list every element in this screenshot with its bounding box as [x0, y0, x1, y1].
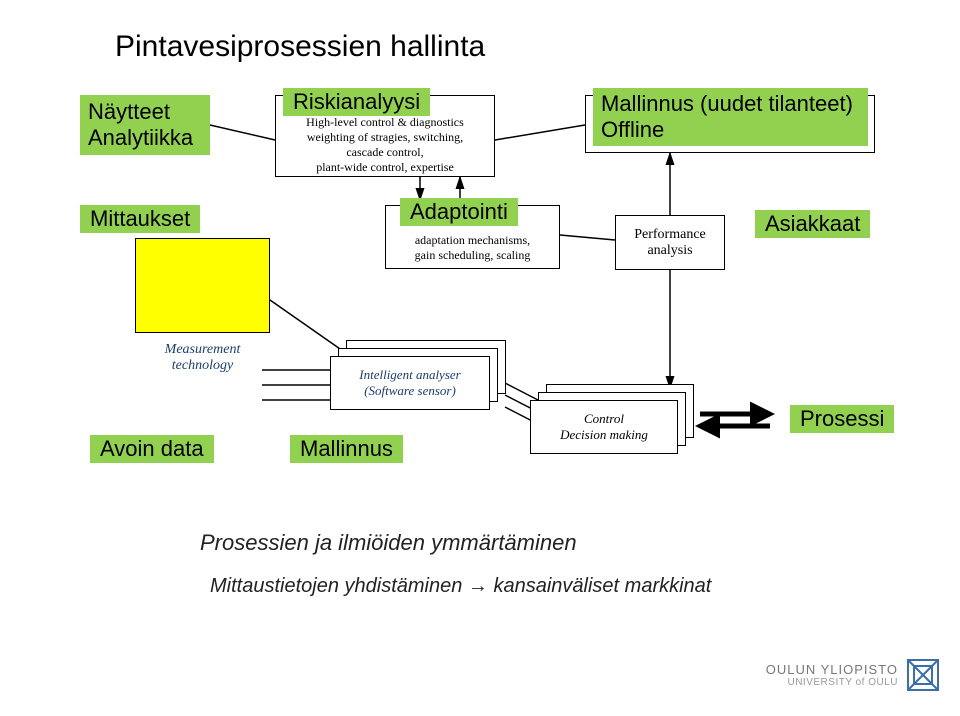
control-l1: Control	[584, 411, 624, 427]
naytteet-l1: Näytteet	[88, 99, 202, 125]
prosessi-label: Prosessi	[800, 406, 884, 432]
avoin-label: Avoin data	[100, 436, 204, 462]
logo-l1: OULUN YLIOPISTO	[766, 662, 898, 677]
riski-l1: High-level control & diagnostics	[306, 115, 464, 130]
university-logo: OULUN YLIOPISTO UNIVERSITY of OULU	[700, 658, 940, 692]
naytteet-l2: Analytiikka	[88, 125, 202, 151]
logo-l2: UNIVERSITY of OULU	[766, 677, 898, 688]
box-performance: Performance analysis	[615, 215, 725, 270]
perf-l2: analysis	[647, 243, 692, 259]
page-title: Pintavesiprosessien hallinta	[115, 30, 485, 64]
control-l2: Decision making	[560, 427, 648, 443]
box-mallinnus-offline: Mallinnus (uudet tilanteet) Offline	[593, 88, 868, 146]
riski-title: Riskianalyysi	[293, 89, 420, 115]
riski-l2: weighting of stragies, switching,	[307, 130, 463, 145]
adapt-l2: gain scheduling, scaling	[415, 248, 531, 263]
analyser-l1: Intelligent analyser	[359, 367, 460, 383]
riski-l4: plant-wide control, expertise	[316, 160, 454, 175]
mallinnus-off-l1: Mallinnus (uudet tilanteet)	[601, 91, 860, 117]
asiakkaat-label: Asiakkaat	[765, 211, 860, 237]
box-avoin: Avoin data	[90, 435, 214, 463]
box-riski-header: Riskianalyysi	[283, 88, 430, 116]
box-mallinnus: Mallinnus	[290, 435, 403, 463]
box-asiakkaat: Asiakkaat	[755, 210, 870, 238]
riski-l3: cascade control,	[346, 145, 423, 160]
box-mittaukset: Mittaukset	[80, 205, 200, 233]
analyser-l2: (Software sensor)	[364, 383, 456, 399]
footer-line-1: Prosessien ja ilmiöiden ymmärtäminen	[200, 530, 577, 556]
meas-l1: Measurement	[165, 342, 241, 358]
logo-icon	[906, 658, 940, 692]
perf-l1: Performance	[634, 227, 706, 243]
adapt-l1: adaptation mechanisms,	[415, 233, 530, 248]
box-naytteet: Näytteet Analytiikka	[80, 95, 210, 155]
control-stack-1: Control Decision making	[530, 400, 678, 454]
mallinnus-label: Mallinnus	[300, 436, 393, 462]
analyser-stack-1: Intelligent analyser (Software sensor)	[330, 356, 490, 410]
box-adapt-header: Adaptointi	[400, 198, 518, 226]
mittaukset-label: Mittaukset	[90, 206, 190, 232]
adapt-title: Adaptointi	[410, 199, 508, 225]
footer-l2b: kansainväliset markkinat	[488, 575, 711, 597]
footer-l2a: Mittaustietojen yhdistäminen	[210, 575, 468, 597]
box-prosessi: Prosessi	[790, 405, 894, 433]
box-yellow	[135, 238, 270, 333]
mallinnus-off-l2: Offline	[601, 117, 860, 143]
meas-l2: technology	[172, 358, 233, 374]
box-meas-tech: Measurement technology	[145, 335, 260, 380]
footer-line-2: Mittaustietojen yhdistäminen → kansainvä…	[210, 575, 711, 598]
